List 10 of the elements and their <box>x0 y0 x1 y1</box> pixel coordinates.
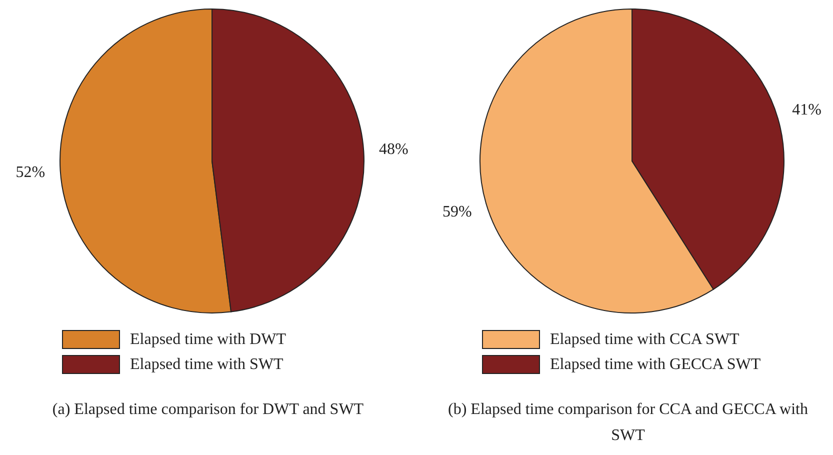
legend-label: Elapsed time with GECCA SWT <box>550 356 761 374</box>
data-label: 41% <box>792 102 822 119</box>
legend-label: Elapsed time with CCA SWT <box>550 330 740 348</box>
data-label: 52% <box>16 164 46 181</box>
data-label: 48% <box>378 141 408 158</box>
data-label: 59% <box>442 203 472 220</box>
legend-label: Elapsed time with SWT <box>130 356 284 374</box>
text: (a) Elapsed time comparison for DWT and SWT <box>51 400 365 420</box>
text: (b) Elapsed time comparison for CCA and GECCA with SWT <box>447 400 809 446</box>
legend-label: Elapsed time with DWT <box>130 330 286 348</box>
